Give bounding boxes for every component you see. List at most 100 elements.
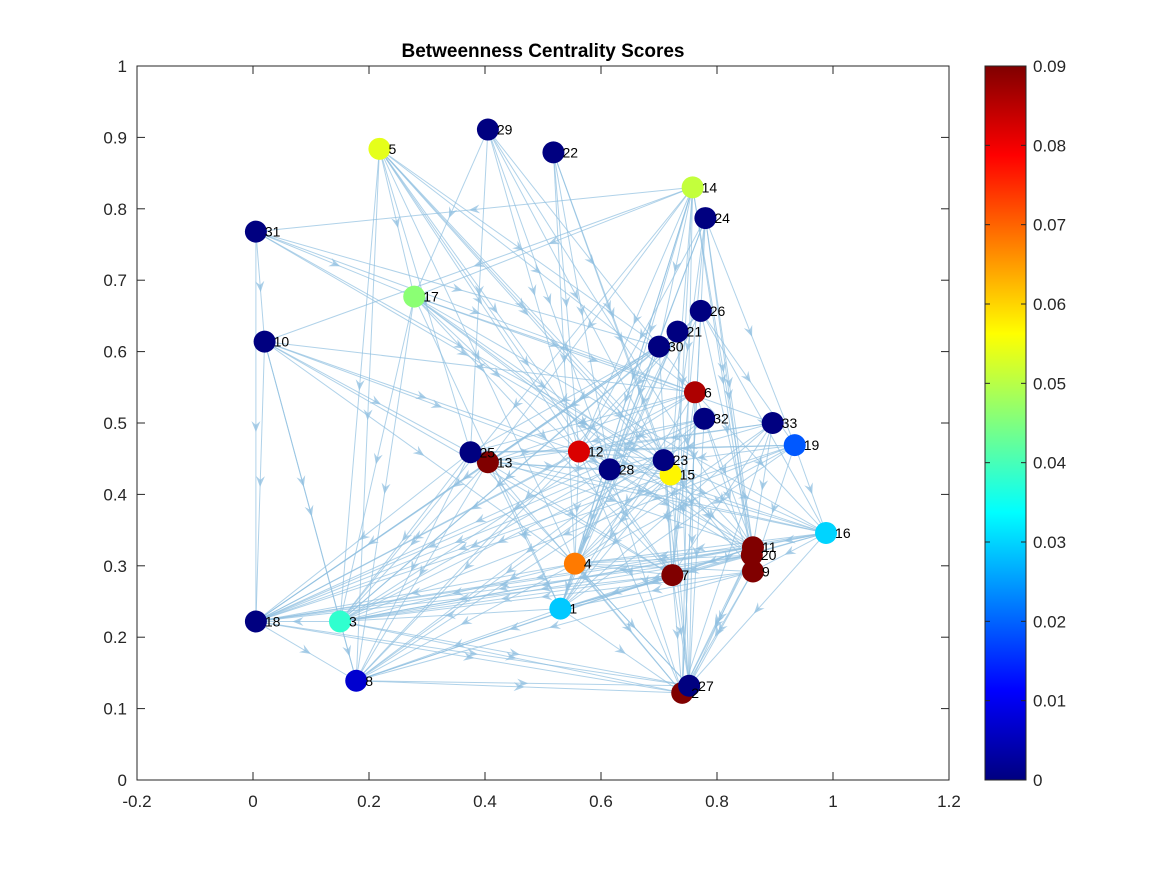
edge-arrowhead [714, 617, 724, 629]
edge-arrowhead [724, 551, 734, 564]
node-label-2: 2 [691, 685, 699, 701]
edge-arrowhead [687, 533, 697, 545]
edge-arrowhead [355, 379, 365, 391]
edge-arrowhead [489, 367, 501, 378]
edge-arrowhead [541, 591, 553, 601]
y-tick-label: 0.6 [103, 343, 127, 362]
edge-arrowhead [662, 508, 674, 520]
edge-arrowhead [454, 534, 467, 543]
edge-arrowhead [624, 440, 633, 453]
edge-arrowhead [573, 463, 585, 473]
edge-arrowhead [608, 527, 619, 539]
edge-arrowhead [717, 463, 727, 475]
node-27 [678, 674, 701, 697]
edge-arrowhead [631, 368, 640, 381]
edge-arrowhead [564, 506, 577, 517]
y-tick-label: 0.3 [103, 557, 127, 576]
edge-arrowhead [456, 346, 468, 356]
edge-arrowhead [651, 571, 664, 581]
edge-arrowhead [587, 453, 600, 464]
edge-arrowhead [651, 584, 663, 594]
edge-arrowhead [723, 388, 733, 401]
edge-arrowhead [535, 571, 548, 581]
edge-arrowhead [565, 579, 574, 592]
node-label-7: 7 [681, 567, 689, 583]
edge-arrowhead [470, 349, 480, 362]
edge-arrowhead [547, 338, 560, 347]
edge-arrowhead [391, 216, 400, 229]
node-13 [476, 451, 499, 474]
edge-arrowhead [696, 452, 709, 462]
edge-arrowhead [582, 532, 592, 545]
edge-arrowhead [675, 624, 685, 636]
edge-arrowhead [410, 534, 421, 546]
node-label-23: 23 [673, 452, 689, 468]
edge-arrowhead [530, 263, 542, 274]
edge-arrowhead [624, 617, 636, 629]
edge-arrowhead [473, 258, 486, 267]
edge-arrowhead [419, 564, 429, 577]
node-label-30: 30 [668, 339, 684, 355]
node-14 [681, 176, 704, 199]
edge-arrowhead [639, 327, 649, 340]
edge-arrowhead [657, 554, 670, 564]
edge-arrowhead [496, 534, 509, 544]
x-axis-tick-labels: -0.2 0 0.2 0.4 0.6 0.8 1 1.2 [122, 792, 960, 811]
edge-arrowhead [513, 682, 525, 692]
edge-arrowhead [753, 455, 765, 467]
edge-arrowhead [520, 527, 532, 536]
node-26 [689, 299, 712, 322]
nodes-layer [244, 118, 838, 704]
edge-arrowhead [687, 496, 697, 508]
edge-arrowhead [304, 504, 314, 517]
node-label-3: 3 [349, 613, 357, 629]
edge-arrowhead [576, 304, 586, 317]
node-5 [368, 137, 391, 160]
edge-arrowhead [541, 578, 553, 588]
edge-arrowhead [718, 621, 728, 634]
edge-arrowhead [409, 587, 422, 597]
node-12 [567, 440, 590, 463]
edge-arrowhead [636, 374, 647, 386]
edge-arrowhead [612, 534, 623, 546]
edge-arrowhead [658, 496, 671, 507]
colorbar-tick-label: 0.02 [1033, 612, 1066, 631]
edge-arrowhead [540, 582, 553, 592]
node-label-18: 18 [265, 613, 281, 629]
edge-arrowhead [633, 312, 643, 325]
edge-arrowhead [472, 293, 483, 305]
node-18 [244, 610, 267, 633]
edge-arrowhead [474, 363, 486, 373]
edge-arrowhead [527, 284, 537, 296]
node-25 [459, 441, 482, 464]
edge-arrowhead [784, 545, 797, 555]
edge-arrowhead [611, 585, 623, 595]
edge-arrowhead [637, 384, 647, 397]
edge-arrowhead [543, 461, 555, 471]
edge-arrowhead [722, 488, 732, 501]
edge-arrowhead [589, 509, 599, 522]
edge-arrowhead [618, 457, 631, 467]
y-tick-label: 0.4 [103, 485, 127, 504]
edge-arrowhead [683, 434, 693, 446]
node-32 [693, 407, 716, 430]
node-label-5: 5 [388, 141, 396, 157]
node-24 [694, 207, 717, 230]
edge-arrowhead [687, 564, 700, 574]
edge-arrowhead [427, 539, 440, 548]
edge-arrowhead [577, 416, 590, 426]
node-label-26: 26 [710, 303, 726, 319]
y-tick-label: 0.8 [103, 200, 127, 219]
node-label-27: 27 [698, 678, 714, 694]
y-tick-label: 0.5 [103, 414, 127, 433]
plot-area [137, 66, 949, 780]
node-label-16: 16 [835, 525, 851, 541]
edge-arrowhead [369, 395, 382, 405]
edge-arrowhead [707, 555, 720, 564]
edge-arrowhead [672, 260, 682, 273]
node-28 [598, 458, 621, 481]
edge-arrowhead [453, 638, 466, 648]
edge-arrowhead [363, 409, 373, 421]
edge-arrowhead [717, 361, 727, 373]
edge-arrowhead [475, 285, 484, 297]
